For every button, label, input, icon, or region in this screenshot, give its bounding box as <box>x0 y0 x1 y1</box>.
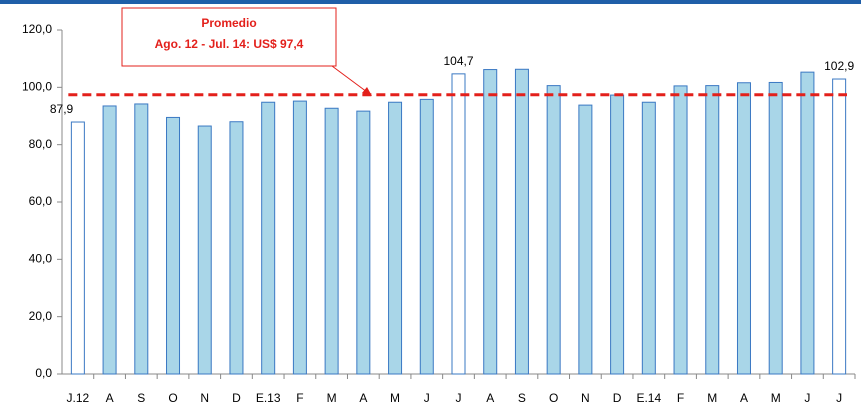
x-tick-label: A <box>359 391 367 405</box>
bar <box>578 104 593 375</box>
x-tick-label: D <box>613 391 622 405</box>
x-tick-label: J <box>804 391 810 405</box>
x-tick-label: S <box>518 391 526 405</box>
y-tick-label: 100,0 <box>22 80 52 94</box>
bar <box>641 101 656 375</box>
x-tick-label: M <box>771 391 781 405</box>
x-tick-label: M <box>327 391 337 405</box>
bar <box>832 78 847 375</box>
bar <box>451 73 466 375</box>
y-tick-label: 40,0 <box>29 252 53 266</box>
y-tick-label: 120,0 <box>22 22 52 36</box>
bar <box>610 94 625 375</box>
bar <box>388 101 403 375</box>
x-tick-label: E.13 <box>256 391 281 405</box>
annotation-text: Ago. 12 - Jul. 14: US$ 97,4 <box>155 37 304 51</box>
bar <box>768 81 783 375</box>
bar <box>134 103 149 375</box>
bar <box>514 68 529 375</box>
bar <box>102 105 117 375</box>
bar <box>546 85 561 375</box>
x-tick-label: A <box>486 391 494 405</box>
x-tick-label: N <box>200 391 209 405</box>
x-tick-label: A <box>106 391 114 405</box>
x-tick-label: J <box>424 391 430 405</box>
bar <box>261 101 276 375</box>
header-bar <box>0 0 861 4</box>
annotation-arrowhead <box>362 87 372 96</box>
y-tick-label: 60,0 <box>29 194 53 208</box>
x-tick-label: D <box>232 391 241 405</box>
bar <box>419 98 434 375</box>
x-tick-label: M <box>390 391 400 405</box>
x-tick-label: O <box>549 391 558 405</box>
x-tick-label: J.12 <box>67 391 90 405</box>
x-tick-label: M <box>707 391 717 405</box>
annotation-box <box>121 7 337 67</box>
bar <box>166 116 181 375</box>
x-tick-label: F <box>296 391 303 405</box>
x-tick-label: A <box>740 391 748 405</box>
value-label: 104,7 <box>443 54 473 68</box>
annotation-title: Promedio <box>201 16 256 30</box>
y-tick-label: 20,0 <box>29 309 53 323</box>
x-tick-label: J <box>836 391 842 405</box>
value-label: 102,9 <box>824 59 854 73</box>
y-tick-label: 0,0 <box>35 366 52 380</box>
bar <box>356 110 371 375</box>
x-tick-label: O <box>168 391 177 405</box>
bar <box>673 85 688 375</box>
x-tick-label: N <box>581 391 590 405</box>
annotation-arrow <box>331 65 368 93</box>
bar <box>70 121 85 375</box>
bar <box>483 69 498 375</box>
x-tick-label: E.14 <box>636 391 661 405</box>
bar <box>197 125 212 375</box>
x-tick-label: S <box>137 391 145 405</box>
bar <box>736 82 751 375</box>
bar <box>292 100 307 375</box>
bar <box>324 107 339 375</box>
bar <box>229 121 244 375</box>
x-tick-label: F <box>677 391 684 405</box>
y-tick-label: 80,0 <box>29 137 53 151</box>
value-label: 87,9 <box>50 102 74 116</box>
bar <box>705 85 720 375</box>
x-tick-label: J <box>456 391 462 405</box>
bar <box>800 71 815 375</box>
